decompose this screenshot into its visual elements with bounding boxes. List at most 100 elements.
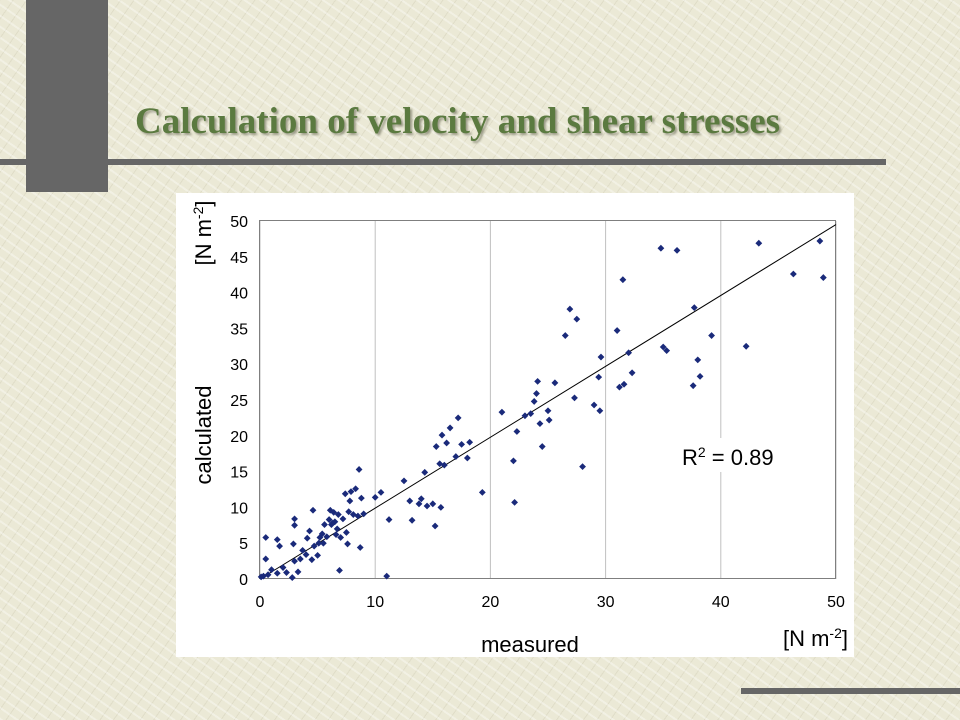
data-points: [257, 237, 827, 581]
data-point: [341, 490, 349, 498]
slide-title: Calculation of velocity and shear stress…: [135, 101, 781, 142]
data-point: [708, 332, 715, 339]
data-point: [579, 463, 586, 470]
data-point: [511, 498, 518, 506]
data-point: [339, 515, 347, 523]
data-point: [673, 246, 681, 254]
y-tick-label: 10: [230, 500, 248, 517]
data-point: [331, 518, 339, 526]
data-point: [816, 237, 824, 245]
data-point: [291, 521, 298, 529]
data-point: [309, 506, 317, 514]
data-point: [513, 428, 521, 435]
data-point: [544, 407, 552, 415]
chart-panel: 0 10 20 30 40 50 0 5 10 15 20 25 30 35 40 45 50 R2 = 0.…: [176, 193, 854, 657]
data-point: [755, 239, 763, 247]
x-axis-label: measured: [481, 632, 579, 657]
y-tick-label: 35: [230, 321, 248, 338]
data-point: [377, 488, 385, 496]
data-point: [657, 244, 665, 252]
data-point: [319, 539, 327, 547]
data-point: [789, 270, 797, 278]
data-point: [534, 377, 542, 385]
data-point: [323, 533, 331, 541]
x-tick-label: 50: [827, 594, 845, 611]
data-point: [314, 551, 321, 559]
data-point: [438, 431, 446, 439]
x-tick-label: 0: [256, 594, 265, 611]
data-point: [659, 343, 667, 351]
data-point: [406, 497, 414, 505]
data-point: [429, 500, 437, 508]
data-point: [283, 569, 290, 576]
y-tick-label: 30: [230, 357, 248, 374]
data-point: [443, 439, 451, 447]
data-point: [318, 530, 326, 538]
y-tick-label: 0: [239, 572, 248, 589]
y-tick-label: 45: [230, 250, 248, 267]
data-point: [628, 369, 636, 377]
decorative-bottom-rule: [741, 688, 960, 694]
data-point: [466, 438, 474, 446]
data-point: [694, 356, 702, 364]
decorative-title-rule: [0, 159, 886, 165]
data-point: [383, 572, 391, 580]
data-point: [262, 555, 270, 563]
data-point: [310, 542, 318, 550]
data-point: [333, 525, 341, 533]
data-point: [663, 347, 671, 354]
data-point: [332, 531, 340, 539]
data-point: [262, 534, 270, 541]
data-point: [325, 516, 333, 523]
data-point: [264, 571, 272, 579]
data-point: [385, 516, 393, 523]
trend-line: [259, 224, 837, 580]
x-tick-label: 10: [366, 594, 384, 611]
data-point: [571, 394, 578, 402]
data-point: [408, 516, 416, 524]
y-tick-label: 15: [230, 465, 248, 482]
data-point: [345, 508, 353, 516]
data-point: [337, 534, 345, 541]
y-tick-label: 20: [230, 429, 248, 446]
data-point: [303, 534, 311, 542]
data-point: [299, 546, 307, 554]
y-axis-unit: [N m-2]: [190, 200, 216, 265]
x-tick-label: 30: [597, 594, 615, 611]
data-point: [291, 515, 298, 523]
data-point: [423, 502, 431, 510]
data-point: [440, 461, 448, 469]
data-point: [336, 567, 343, 574]
data-point: [421, 468, 429, 476]
data-point: [352, 485, 360, 493]
data-point: [417, 495, 425, 503]
data-point: [306, 527, 313, 535]
y-tick-label: 40: [230, 286, 248, 303]
y-tick-labels: 0 5 10 15 20 25 30 35 40 45 50: [230, 214, 248, 589]
data-point: [619, 276, 627, 284]
data-point: [294, 568, 302, 576]
data-point: [690, 304, 698, 312]
y-tick-label: 25: [230, 393, 248, 410]
data-point: [533, 390, 540, 397]
data-point: [273, 536, 281, 544]
data-point: [355, 466, 363, 473]
data-point: [296, 555, 304, 563]
r-squared-box: [681, 438, 789, 472]
data-point: [315, 539, 323, 547]
data-point: [290, 540, 297, 548]
data-point: [530, 398, 538, 405]
x-axis-unit: [N m-2]: [783, 625, 848, 651]
data-point: [625, 349, 633, 357]
y-axis-label: calculated: [191, 385, 216, 484]
data-point: [458, 440, 465, 448]
data-point: [432, 443, 440, 450]
data-point: [478, 488, 486, 496]
data-point: [595, 373, 603, 381]
data-point: [260, 572, 267, 580]
data-point: [308, 556, 316, 564]
data-point: [346, 497, 354, 505]
scatter-chart: 0 10 20 30 40 50 0 5 10 15 20 25 30 35 40 45 50 R2 = 0.…: [190, 200, 848, 657]
data-point: [279, 564, 287, 571]
data-point: [742, 342, 750, 350]
